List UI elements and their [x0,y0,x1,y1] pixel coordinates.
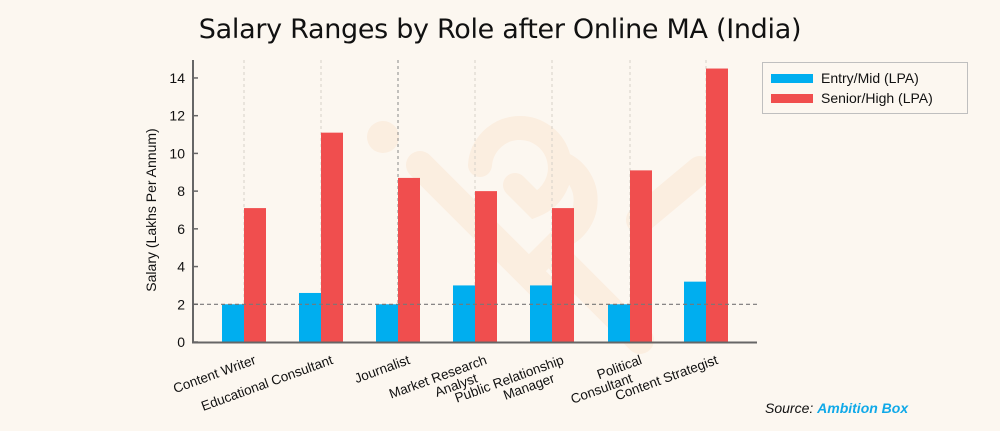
bar-entry-3 [453,285,475,342]
x-tick-label: Educational Consultant [199,352,335,414]
source-link[interactable]: Ambition Box [817,400,909,416]
bar-entry-4 [530,285,552,342]
y-tick-label: 14 [169,70,185,86]
bar-entry-2 [376,304,398,342]
y-axis-label: Salary (Lakhs Per Annum) [143,128,159,292]
y-tick-label: 0 [177,334,185,350]
y-tick-label: 6 [177,221,185,237]
y-tick-label: 4 [177,259,185,275]
legend-item-entry: Entry/Mid (LPA) [771,68,959,88]
bars [222,68,728,342]
chart-title: Salary Ranges by Role after Online MA (I… [198,14,802,45]
bar-senior-2 [398,177,420,342]
y-tick-label: 12 [169,108,185,124]
legend: Entry/Mid (LPA) Senior/High (LPA) [762,62,968,114]
bar-entry-0 [222,304,244,342]
source-prefix: Source: [765,400,814,416]
legend-swatch-senior [771,93,813,103]
y-tick-label: 2 [177,296,185,312]
bar-senior-0 [244,208,266,342]
legend-item-senior: Senior/High (LPA) [771,88,959,108]
y-ticks: 0 2 4 6 8 10 12 14 [169,70,198,350]
source-note: Source: Ambition Box [765,400,908,416]
bar-entry-1 [299,292,321,342]
legend-label-entry: Entry/Mid (LPA) [821,70,919,86]
bar-senior-3 [475,191,497,342]
svg-text:Educational Consultant: Educational Consultant [199,352,335,414]
bar-senior-1 [321,132,343,342]
legend-swatch-entry [771,73,813,83]
bar-senior-5 [630,170,652,342]
y-tick-label: 8 [177,183,185,199]
bar-entry-6 [684,281,706,342]
y-tick-label: 10 [169,145,185,161]
legend-label-senior: Senior/High (LPA) [821,90,933,106]
bar-senior-6 [706,68,728,342]
bar-senior-4 [552,208,574,342]
bar-entry-5 [608,304,630,342]
